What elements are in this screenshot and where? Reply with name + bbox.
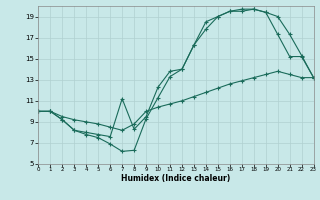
X-axis label: Humidex (Indice chaleur): Humidex (Indice chaleur) bbox=[121, 174, 231, 183]
